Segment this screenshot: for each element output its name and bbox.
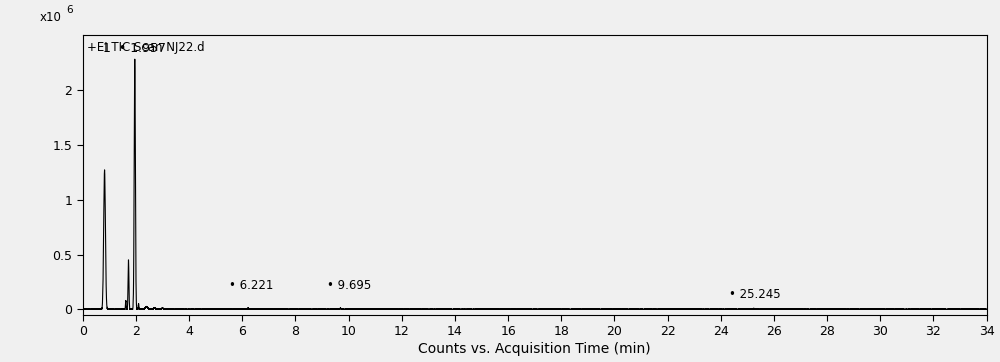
Text: • 25.245: • 25.245 [729, 288, 780, 301]
Text: • 6.221: • 6.221 [229, 279, 273, 292]
Text: 1  • 1.957: 1 • 1.957 [103, 42, 166, 55]
Text: +EI TIC Scan NJ22.d: +EI TIC Scan NJ22.d [87, 41, 205, 54]
Text: • 9.695: • 9.695 [327, 279, 372, 292]
X-axis label: Counts vs. Acquisition Time (min): Counts vs. Acquisition Time (min) [418, 342, 651, 357]
Text: 6: 6 [66, 5, 73, 16]
Text: x10: x10 [39, 11, 61, 24]
